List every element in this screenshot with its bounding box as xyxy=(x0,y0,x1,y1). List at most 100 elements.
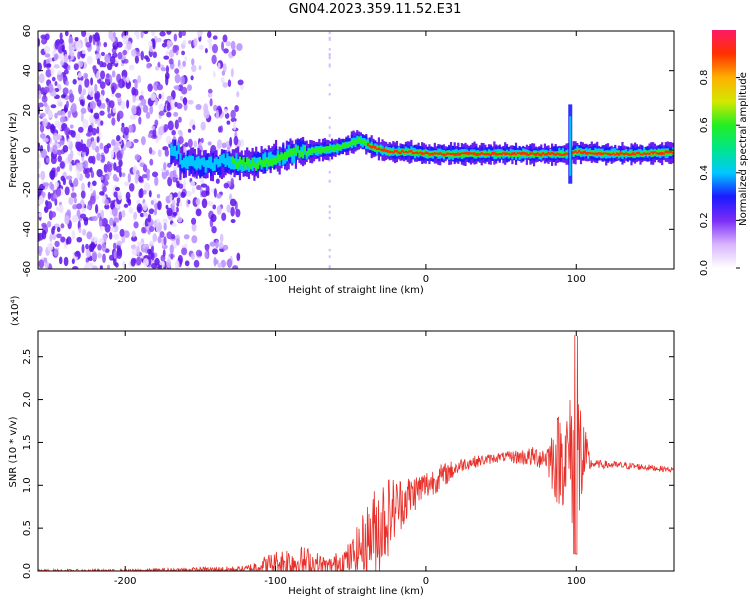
heatmap-noise-cell xyxy=(237,79,244,86)
heatmap-noise-cell xyxy=(328,265,331,268)
heatmap-ridge-cell xyxy=(514,153,518,156)
page-title: GN04.2023.359.11.52.E31 xyxy=(288,2,462,17)
heatmap-noise-cell xyxy=(110,37,116,43)
heatmap-ridge-cell xyxy=(547,151,550,155)
heatmap-noise-cell xyxy=(78,227,82,234)
heatmap-ridge-cell xyxy=(549,152,552,156)
heatmap-ridge-cell xyxy=(639,153,642,156)
heatmap-noise-cell xyxy=(240,84,244,90)
heatmap-noise-cell xyxy=(65,100,69,109)
heatmap-noise-cell xyxy=(143,105,149,113)
heatmap-noise-cell xyxy=(148,45,154,53)
heatmap-noise-cell xyxy=(176,103,183,109)
heatmap-noise-cell xyxy=(69,162,73,172)
heatmap-noise-cell xyxy=(230,117,237,123)
heatmap-noise-cell xyxy=(99,225,103,232)
snr-y-tick-label: 1.0 xyxy=(22,477,33,493)
heatmap-noise-cell xyxy=(41,229,47,240)
heatmap-ridge-cell xyxy=(424,151,427,155)
heatmap-noise-cell xyxy=(161,91,165,101)
heatmap-noise-cell xyxy=(125,191,131,200)
heatmap-ridge-cell xyxy=(484,153,487,156)
heatmap-noise-cell xyxy=(38,90,42,100)
heatmap-ridge-cell xyxy=(531,152,534,155)
colorbar-tick-label: 0.4 xyxy=(699,165,710,181)
heatmap-ridge-cell xyxy=(179,152,182,165)
heatmap-noise-cell xyxy=(173,192,178,198)
heatmap-noise-cell xyxy=(43,257,48,263)
heatmap-noise-cell xyxy=(65,80,69,86)
heatmap-ridge-cell xyxy=(583,150,586,154)
heatmap-ridge-cell xyxy=(551,151,554,155)
heatmap-noise-cell xyxy=(40,170,46,181)
heatmap-ridge-cell xyxy=(182,157,186,168)
heatmap-ridge-cell xyxy=(422,149,426,156)
heatmap-noise-cell xyxy=(172,44,178,54)
heatmap-noise-cell xyxy=(91,127,97,136)
heatmap-noise-cell xyxy=(187,199,191,205)
heatmap-noise-cell xyxy=(148,190,152,198)
heatmap-ridge-cell xyxy=(262,160,265,167)
heatmap-noise-cell xyxy=(200,183,208,188)
heatmap-ridge-cell xyxy=(538,153,541,157)
heatmap-noise-cell xyxy=(193,37,198,47)
heatmap-noise-cell xyxy=(74,36,79,42)
heatmap-noise-cell xyxy=(174,73,181,84)
heatmap-noise-cell xyxy=(41,222,47,228)
heatmap-noise-cell xyxy=(191,222,197,232)
heatmap-ridge-cell xyxy=(634,153,637,156)
heatmap-ridge-cell xyxy=(451,152,454,155)
heatmap-noise-cell xyxy=(203,109,210,119)
heatmap-noise-cell xyxy=(77,150,82,157)
heatmap-ridge-cell xyxy=(661,150,664,154)
heatmap-ridge-cell xyxy=(278,154,281,162)
heatmap-noise-cell xyxy=(166,259,172,269)
spectrogram-y-tick-label: 40 xyxy=(22,64,33,77)
heatmap-ridge-cell xyxy=(361,139,364,145)
heatmap-noise-cell xyxy=(96,168,103,178)
heatmap-noise-cell xyxy=(71,230,76,240)
snr-y-axis-label: SNR (10 * v/v) xyxy=(8,416,19,487)
heatmap-ridge-cell xyxy=(671,151,674,155)
heatmap-noise-cell xyxy=(181,50,186,56)
heatmap-noise-cell xyxy=(143,189,147,195)
heatmap-noise-cell xyxy=(98,238,105,245)
heatmap-noise-cell xyxy=(75,132,81,143)
heatmap-noise-cell xyxy=(110,149,115,159)
heatmap-ridge-cell xyxy=(401,149,404,153)
heatmap-noise-cell xyxy=(236,252,241,262)
heatmap-noise-cell xyxy=(162,249,166,258)
heatmap-noise-cell xyxy=(168,58,174,65)
heatmap-noise-cell xyxy=(230,40,236,50)
heatmap-ridge-cell xyxy=(525,152,528,156)
heatmap-ridge-cell xyxy=(585,151,588,155)
heatmap-noise-cell xyxy=(38,84,41,92)
heatmap-noise-cell xyxy=(69,124,74,129)
heatmap-ridge-cell xyxy=(477,152,480,156)
heatmap-noise-cell xyxy=(193,140,198,148)
heatmap-ridge-cell xyxy=(522,151,525,155)
heatmap-noise-cell xyxy=(100,70,106,80)
heatmap-ridge-cell xyxy=(439,152,442,155)
heatmap-noise-cell xyxy=(328,63,331,66)
heatmap-noise-cell xyxy=(59,60,64,66)
heatmap-noise-cell xyxy=(62,144,69,153)
heatmap-noise-cell xyxy=(105,78,110,85)
heatmap-ridge-cell xyxy=(375,148,379,150)
heatmap-noise-cell xyxy=(53,64,60,69)
heatmap-noise-cell xyxy=(148,40,153,48)
heatmap-noise-cell xyxy=(196,31,202,38)
heatmap-ridge-cell xyxy=(552,152,556,156)
heatmap-noise-cell xyxy=(167,120,174,131)
heatmap-noise-cell xyxy=(223,182,230,189)
heatmap-noise-cell xyxy=(163,161,167,171)
heatmap-noise-cell xyxy=(77,162,84,172)
heatmap-ridge-cell xyxy=(273,157,276,165)
heatmap-ridge-cell xyxy=(421,152,424,156)
heatmap-noise-cell xyxy=(216,139,223,149)
heatmap-noise-cell xyxy=(175,259,180,269)
heatmap-ridge-cell xyxy=(579,151,583,154)
heatmap-noise-cell xyxy=(88,34,93,44)
heatmap-noise-cell xyxy=(43,59,47,68)
heatmap-noise-cell xyxy=(154,119,159,127)
